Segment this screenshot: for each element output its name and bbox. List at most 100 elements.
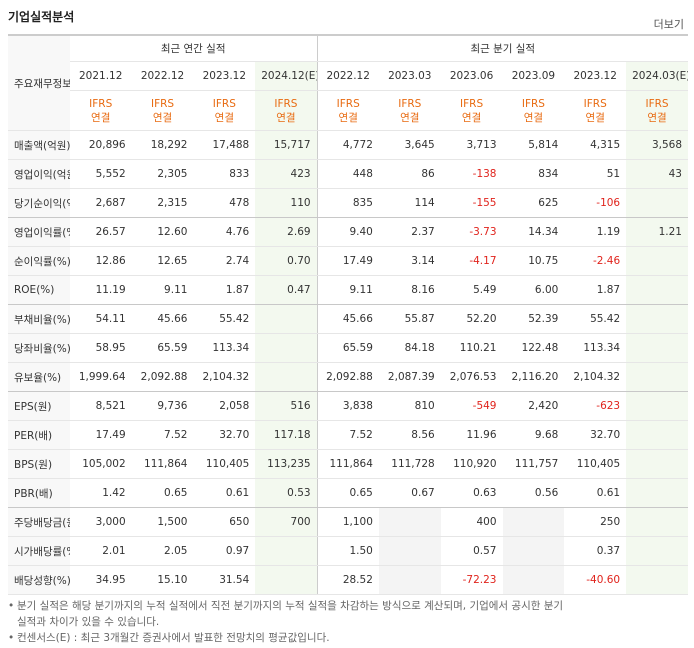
value-cell: 5,814 [502,130,565,160]
empty-cell [626,507,688,537]
data-row: 영업이익률(%)26.5712.604.762.699.402.37-3.731… [8,217,688,247]
note: 컨센서스(E) : 최근 3개월간 증권사에서 발표한 전망치의 평균값입니다. [8,630,568,646]
value-cell: -4.17 [440,246,503,276]
empty-cell [626,565,688,595]
value-cell: 3,000 [69,507,132,537]
basis-text: IFRS [89,97,113,110]
data-row: PBR(배) 1.42 0.65 0.61 0.53 0.65 0.67 0.63 0.56 0.… [8,478,688,508]
row-label: 시가배당률(%) [8,536,70,566]
value-cell: 6.00 [502,275,565,305]
row-label: 주당배당금(원) [8,507,70,537]
basis-header: IFRS 연결 [69,90,132,131]
more-link[interactable]: 더보기 [653,18,684,31]
value-cell: 2.69 [255,217,318,247]
value-cell: 17.49 [316,246,379,276]
value-cell: 2,092.88 [316,362,379,392]
period-header: 2023.03 [378,61,441,91]
value-cell: 1.87 [193,275,256,305]
value-cell: 9.40 [316,217,379,247]
value-cell: 26.57 [69,217,132,247]
value-cell: 7.52 [316,420,379,450]
value-cell: 3,838 [316,391,379,421]
period-header: 2023.06 [440,61,503,91]
value-cell: 32.70 [564,420,627,450]
value-cell: 5.49 [440,275,503,305]
basis-text: 연결 [461,111,482,124]
value-cell: 400 [440,507,503,537]
basis-header: IFRS 연결 [502,90,565,131]
value-cell: 86 [378,159,441,189]
value-cell: 2.05 [131,536,194,566]
data-row: 시가배당률(%)2.012.050.97 1.50 0.57 0.37 [8,536,688,566]
data-row: 당좌비율(%) 58.95 65.59 113.34 65.59 84.18 110.21 1… [8,333,688,363]
empty-cell [626,304,688,334]
value-cell: 11.96 [440,420,503,450]
value-cell: 1.50 [316,536,379,566]
value-cell: 834 [502,159,565,189]
value-cell: 105,002 [69,449,132,479]
value-cell: 17.49 [69,420,132,450]
value-cell: 51 [564,159,627,189]
value-cell: 110 [255,188,318,218]
value-cell: 114 [378,188,441,218]
basis-text: IFRS [521,97,545,110]
row-label: ROE(%) [8,275,70,305]
value-cell: 15.10 [131,565,194,595]
value-cell: 9.11 [131,275,194,305]
basis-text: 연결 [338,111,358,124]
group-row: 주요재무정보 최근 연간 실적 최근 분기 실적 [8,34,688,131]
period-header: 2024.12(E) [255,61,318,91]
basis-text: 연결 [523,111,544,124]
value-cell: 835 [316,188,379,218]
value-cell: 2,076.53 [440,362,503,392]
value-cell: 110,405 [564,449,627,479]
value-cell: 32.70 [193,420,256,450]
basis-header: IFRS 연결 [255,90,318,131]
value-cell: 423 [255,159,318,189]
value-cell: 2.01 [69,536,132,566]
value-cell: 2,305 [131,159,194,189]
value-cell: 2,420 [502,391,565,421]
period-header: 2024.03(E) [626,61,688,91]
value-cell: 1,500 [131,507,194,537]
value-cell: 110.21 [440,333,503,363]
basis-header: IFRS 연결 [378,90,441,131]
basis-text: 연결 [276,111,296,124]
basis-text: 연결 [585,111,605,124]
value-cell: 20,896 [69,130,132,160]
value-cell: 2,087.39 [378,362,441,392]
value-cell: 0.61 [193,478,256,508]
empty-cell [626,420,688,450]
row-label: 배당성향(%) [8,565,70,595]
row-label: EPS(원) [8,391,70,421]
data-row: BPS(원) 105,002 111,864 110,405 113,235 111,86… [8,449,688,479]
empty-cell [502,536,565,566]
value-cell: 4.76 [193,217,256,247]
empty-cell [626,362,688,392]
empty-cell [502,507,565,537]
header: 기업실적분석 더보기 [0,0,694,34]
basis-header: IFRS 연결 [626,90,688,131]
empty-cell [626,188,688,218]
value-cell: 650 [193,507,256,537]
value-cell: 1.42 [69,478,132,508]
row-label: PER(배) [8,420,70,450]
value-cell: 55.42 [564,304,627,334]
value-cell: 9.68 [502,420,565,450]
value-cell: 17,488 [193,130,256,160]
value-cell: 65.59 [131,333,194,363]
value-cell: 111,864 [131,449,194,479]
value-cell: 12.65 [131,246,194,276]
group-header: 최근 연간 실적 [69,34,318,62]
value-cell: 2.74 [193,246,256,276]
value-cell: 8.56 [378,420,441,450]
empty-cell [255,536,318,566]
value-cell: 1,100 [316,507,379,537]
section-title: 기업실적분석 [8,10,75,24]
row-label: 유보율(%) [8,362,70,392]
value-cell: -549 [440,391,503,421]
value-cell: 9.11 [316,275,379,305]
value-cell: 0.53 [255,478,318,508]
